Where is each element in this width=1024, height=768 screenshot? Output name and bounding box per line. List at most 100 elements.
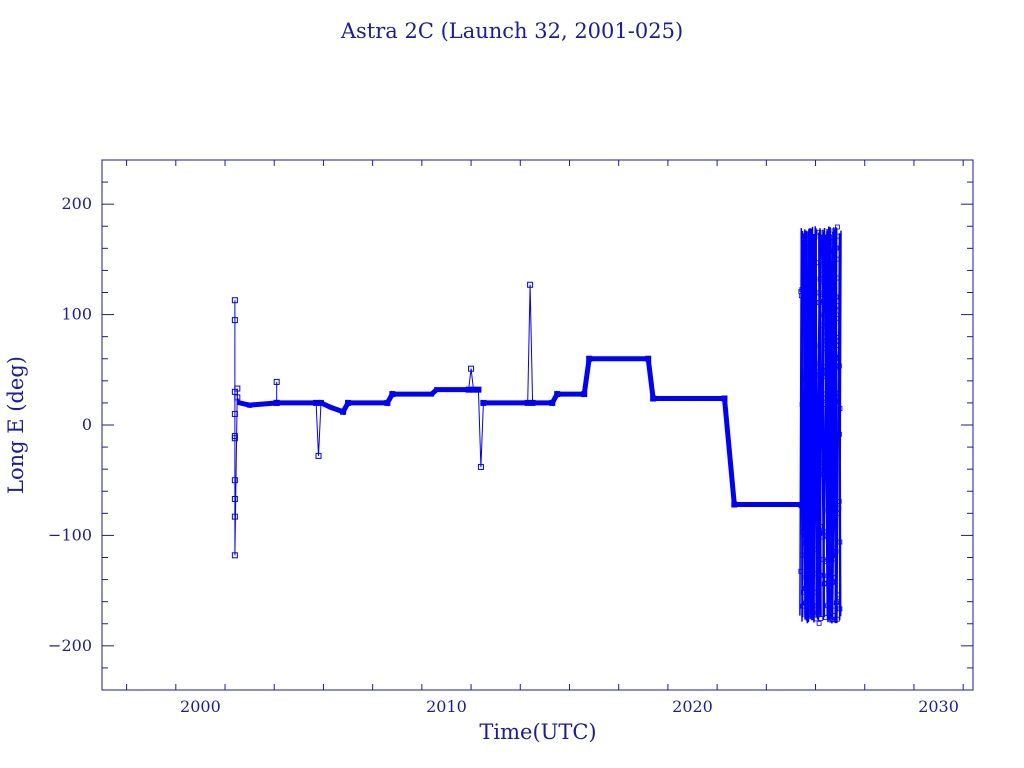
data-point [826,559,832,565]
y-tick-label: 200 [61,194,92,213]
data-point [810,382,816,388]
data-point [815,368,821,374]
data-point [231,410,238,417]
data-point [822,237,828,243]
x-tick-label: 2010 [426,697,467,716]
data-point [810,506,816,511]
data-point [836,505,842,511]
data-point [809,352,815,358]
data-point [810,255,816,261]
data-point [805,510,811,516]
data-point [475,386,482,393]
data-point [800,603,806,609]
data-point [828,547,834,553]
data-point [817,445,823,451]
data-point [831,613,836,618]
data-point [836,233,841,239]
data-point [815,427,821,433]
data-point [837,406,843,411]
data-point [808,532,814,538]
data-point [804,267,810,273]
data-point [832,556,838,562]
data-point [802,526,808,531]
data-point [231,495,238,502]
data-point [822,328,828,334]
data-point [814,371,820,377]
data-point [801,457,807,463]
data-point [807,390,813,396]
data-point [801,517,807,523]
data-point [554,391,561,398]
data-point [834,256,840,262]
data-point [825,378,831,383]
data-point [812,589,818,595]
data-point [830,435,836,441]
data-point [821,312,827,318]
data-point [315,452,322,459]
data-point [834,335,840,340]
data-point [819,279,825,285]
data-point [803,533,808,539]
series-segment [581,358,592,395]
data-point [731,501,738,508]
data-point [813,616,819,622]
data-point [834,616,840,622]
data-point [828,352,834,358]
series-longitude [231,224,843,626]
data-point [830,526,836,531]
data-point [721,395,728,402]
data-point [826,381,832,387]
data-point [829,295,835,301]
y-axis-label: Long E (deg) [4,356,28,494]
data-point [389,391,396,398]
data-point [480,399,487,406]
data-point [825,603,831,609]
data-point [837,606,843,612]
data-point [798,293,804,299]
data-point [804,484,810,490]
series-segment [246,400,280,408]
data-point [808,270,814,276]
data-point [830,386,836,391]
data-point [812,496,818,501]
data-point [468,365,475,372]
data-point [820,373,826,379]
data-point [822,346,828,352]
data-point [234,385,241,392]
data-point [811,270,817,276]
data-point [832,513,838,519]
data-point [825,573,831,579]
data-point [801,369,807,375]
y-tick-label: −200 [48,636,92,655]
data-point [837,539,843,545]
data-point [831,228,837,234]
axis-tick-labels: 2000 2010 2020 2030 200 100 0 −100 −200 [48,194,959,716]
drift-oscillation [799,226,842,624]
data-point [549,399,556,406]
data-point [273,399,280,406]
data-point [804,600,810,606]
data-point [832,307,838,312]
data-point [800,395,806,401]
data-point [837,431,842,437]
data-point [832,298,838,303]
data-point [340,408,347,415]
data-point [833,390,839,396]
data-point [809,460,815,466]
data-point [825,467,831,472]
data-point [818,524,823,529]
data-point [827,249,833,254]
data-point [807,523,813,529]
data-point [826,260,832,266]
data-point [805,548,810,553]
data-point [827,269,832,275]
data-point [827,570,833,576]
data-point [813,455,819,461]
data-point [826,329,831,335]
data-point [812,343,818,349]
data-point [820,271,825,277]
data-point [645,355,652,362]
data-point [830,452,836,458]
data-point [820,369,826,374]
